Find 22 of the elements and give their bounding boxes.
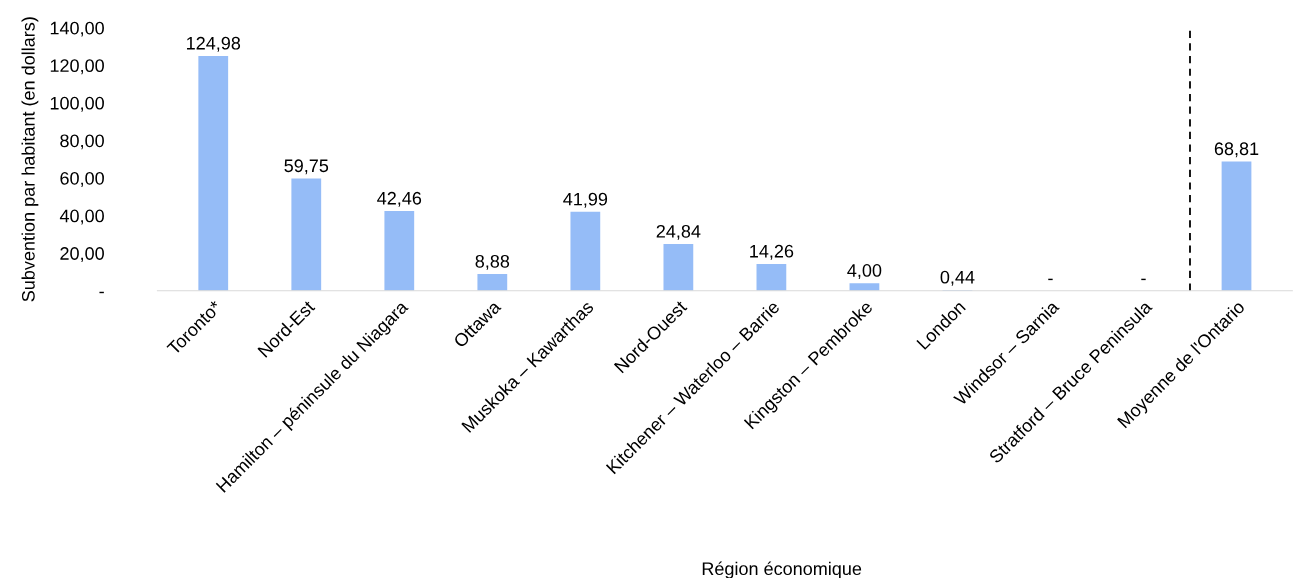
data-label: 0,44 <box>940 270 975 286</box>
x-axis-title: Région économique <box>702 561 862 578</box>
y-tick-label: 40,00 <box>59 209 104 225</box>
y-tick-label: 80,00 <box>60 134 104 150</box>
data-label: 68,81 <box>1214 142 1259 158</box>
data-label: 4,00 <box>847 264 882 280</box>
data-label: 24,84 <box>656 224 701 240</box>
y-tick-label: - <box>99 291 104 294</box>
y-axis-title: Subvention par habitant (en dollars) <box>21 17 39 302</box>
data-label: 8,88 <box>475 254 510 270</box>
y-tick-label: 120,00 <box>50 59 104 75</box>
y-tick-label: 60,00 <box>60 171 104 187</box>
data-label: 14,26 <box>750 244 794 260</box>
y-tick-label: 20,00 <box>60 247 104 263</box>
y-tick-label: 140,00 <box>50 21 104 37</box>
y-tick-label: 100,00 <box>50 96 104 112</box>
data-label: 59,75 <box>284 159 329 175</box>
data-label: 42,46 <box>377 191 422 207</box>
data-label: 41,99 <box>563 192 608 208</box>
data-label: - <box>1048 278 1053 281</box>
data-label: - <box>1141 278 1146 281</box>
data-label: 124,98 <box>187 36 241 52</box>
